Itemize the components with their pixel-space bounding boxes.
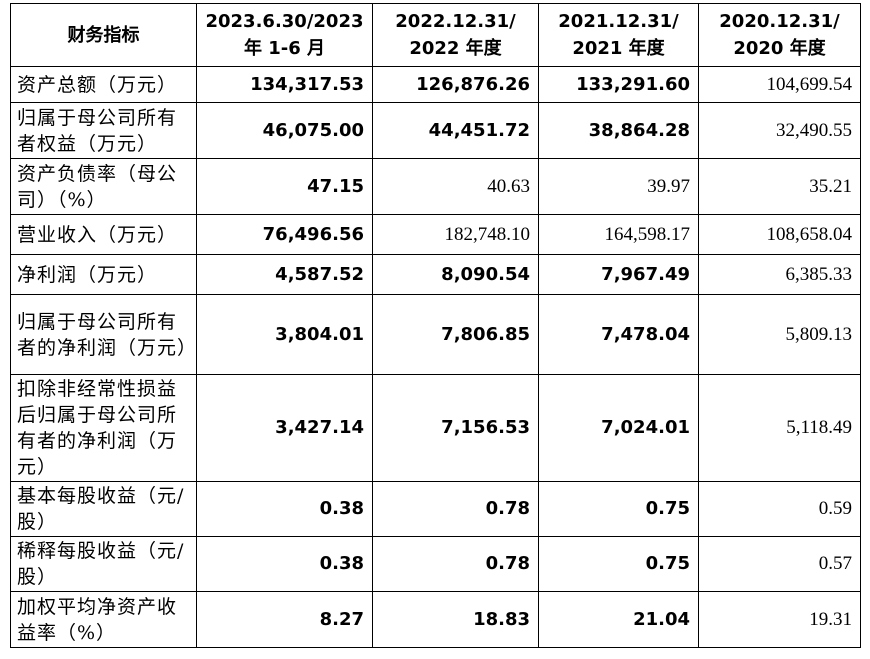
- cell-value: 0.78: [372, 481, 539, 537]
- row-label: 营业收入（万元）: [10, 214, 197, 255]
- cell-value: 21.04: [538, 591, 699, 648]
- cell-value: 0.57: [698, 536, 861, 592]
- cell-value: 104,699.54: [698, 66, 861, 103]
- cell-value: 38,864.28: [538, 102, 699, 159]
- row-label: 资产总额（万元）: [10, 66, 197, 103]
- cell-value: 39.97: [538, 158, 699, 215]
- cell-value: 182,748.10: [372, 214, 539, 255]
- cell-value: 0.78: [372, 536, 539, 592]
- cell-value: 7,024.01: [538, 374, 699, 482]
- row-label: 资产负债率（母公司）（%）: [10, 158, 197, 215]
- table-row: 资产总额（万元） 134,317.53 126,876.26 133,291.60 10…: [10, 66, 861, 103]
- cell-value: 126,876.26: [372, 66, 539, 103]
- cell-value: 32,490.55: [698, 102, 861, 159]
- cell-value: 0.59: [698, 481, 861, 537]
- cell-value: 0.75: [538, 536, 699, 592]
- header-row: 财务指标 2023.6.30/2023 年 1-6 月 2022.12.31/ …: [10, 3, 861, 67]
- cell-value: 0.38: [196, 481, 373, 537]
- header-indicator: 财务指标: [10, 3, 197, 67]
- header-2022: 2022.12.31/ 2022 年度: [372, 3, 539, 67]
- cell-value: 18.83: [372, 591, 539, 648]
- cell-value: 46,075.00: [196, 102, 373, 159]
- table-row: 归属于母公司所有者的净利润（万元） 3,804.01 7,806.85 7,478.0…: [10, 294, 861, 375]
- cell-value: 134,317.53: [196, 66, 373, 103]
- table-row: 稀释每股收益（元/股） 0.38 0.78 0.75 0.57: [10, 536, 861, 592]
- cell-value: 47.15: [196, 158, 373, 215]
- row-label: 稀释每股收益（元/股）: [10, 536, 197, 592]
- cell-value: 3,804.01: [196, 294, 373, 375]
- cell-value: 133,291.60: [538, 66, 699, 103]
- table-row: 营业收入（万元） 76,496.56 182,748.10 164,598.17 108…: [10, 214, 861, 255]
- cell-value: 4,587.52: [196, 254, 373, 295]
- cell-value: 35.21: [698, 158, 861, 215]
- cell-value: 8.27: [196, 591, 373, 648]
- row-label: 扣除非经常性损益后归属于母公司所有者的净利润（万元）: [10, 374, 197, 482]
- cell-value: 0.38: [196, 536, 373, 592]
- header-2021: 2021.12.31/ 2021 年度: [538, 3, 699, 67]
- cell-value: 7,478.04: [538, 294, 699, 375]
- cell-value: 5,118.49: [698, 374, 861, 482]
- financial-indicators-table: 财务指标 2023.6.30/2023 年 1-6 月 2022.12.31/ …: [10, 3, 861, 648]
- cell-value: 7,967.49: [538, 254, 699, 295]
- table-row: 资产负债率（母公司）（%） 47.15 40.63 39.97 35.21: [10, 158, 861, 215]
- cell-value: 76,496.56: [196, 214, 373, 255]
- table-row: 扣除非经常性损益后归属于母公司所有者的净利润（万元） 3,427.14 7,156.…: [10, 374, 861, 482]
- table-row: 加权平均净资产收益率（%） 8.27 18.83 21.04 19.31: [10, 591, 861, 648]
- table-row: 归属于母公司所有者权益（万元） 46,075.00 44,451.72 38,864.…: [10, 102, 861, 159]
- cell-value: 3,427.14: [196, 374, 373, 482]
- row-label: 基本每股收益（元/股）: [10, 481, 197, 537]
- cell-value: 108,658.04: [698, 214, 861, 255]
- header-2023h1: 2023.6.30/2023 年 1-6 月: [196, 3, 373, 67]
- cell-value: 7,156.53: [372, 374, 539, 482]
- cell-value: 0.75: [538, 481, 699, 537]
- header-2020: 2020.12.31/ 2020 年度: [698, 3, 861, 67]
- cell-value: 164,598.17: [538, 214, 699, 255]
- row-label: 净利润（万元）: [10, 254, 197, 295]
- cell-value: 8,090.54: [372, 254, 539, 295]
- cell-value: 19.31: [698, 591, 861, 648]
- cell-value: 40.63: [372, 158, 539, 215]
- row-label: 归属于母公司所有者的净利润（万元）: [10, 294, 197, 375]
- cell-value: 5,809.13: [698, 294, 861, 375]
- cell-value: 6,385.33: [698, 254, 861, 295]
- table-row: 净利润（万元） 4,587.52 8,090.54 7,967.49 6,385.33: [10, 254, 861, 295]
- table-row: 基本每股收益（元/股） 0.38 0.78 0.75 0.59: [10, 481, 861, 537]
- row-label: 归属于母公司所有者权益（万元）: [10, 102, 197, 159]
- cell-value: 7,806.85: [372, 294, 539, 375]
- cell-value: 44,451.72: [372, 102, 539, 159]
- row-label: 加权平均净资产收益率（%）: [10, 591, 197, 648]
